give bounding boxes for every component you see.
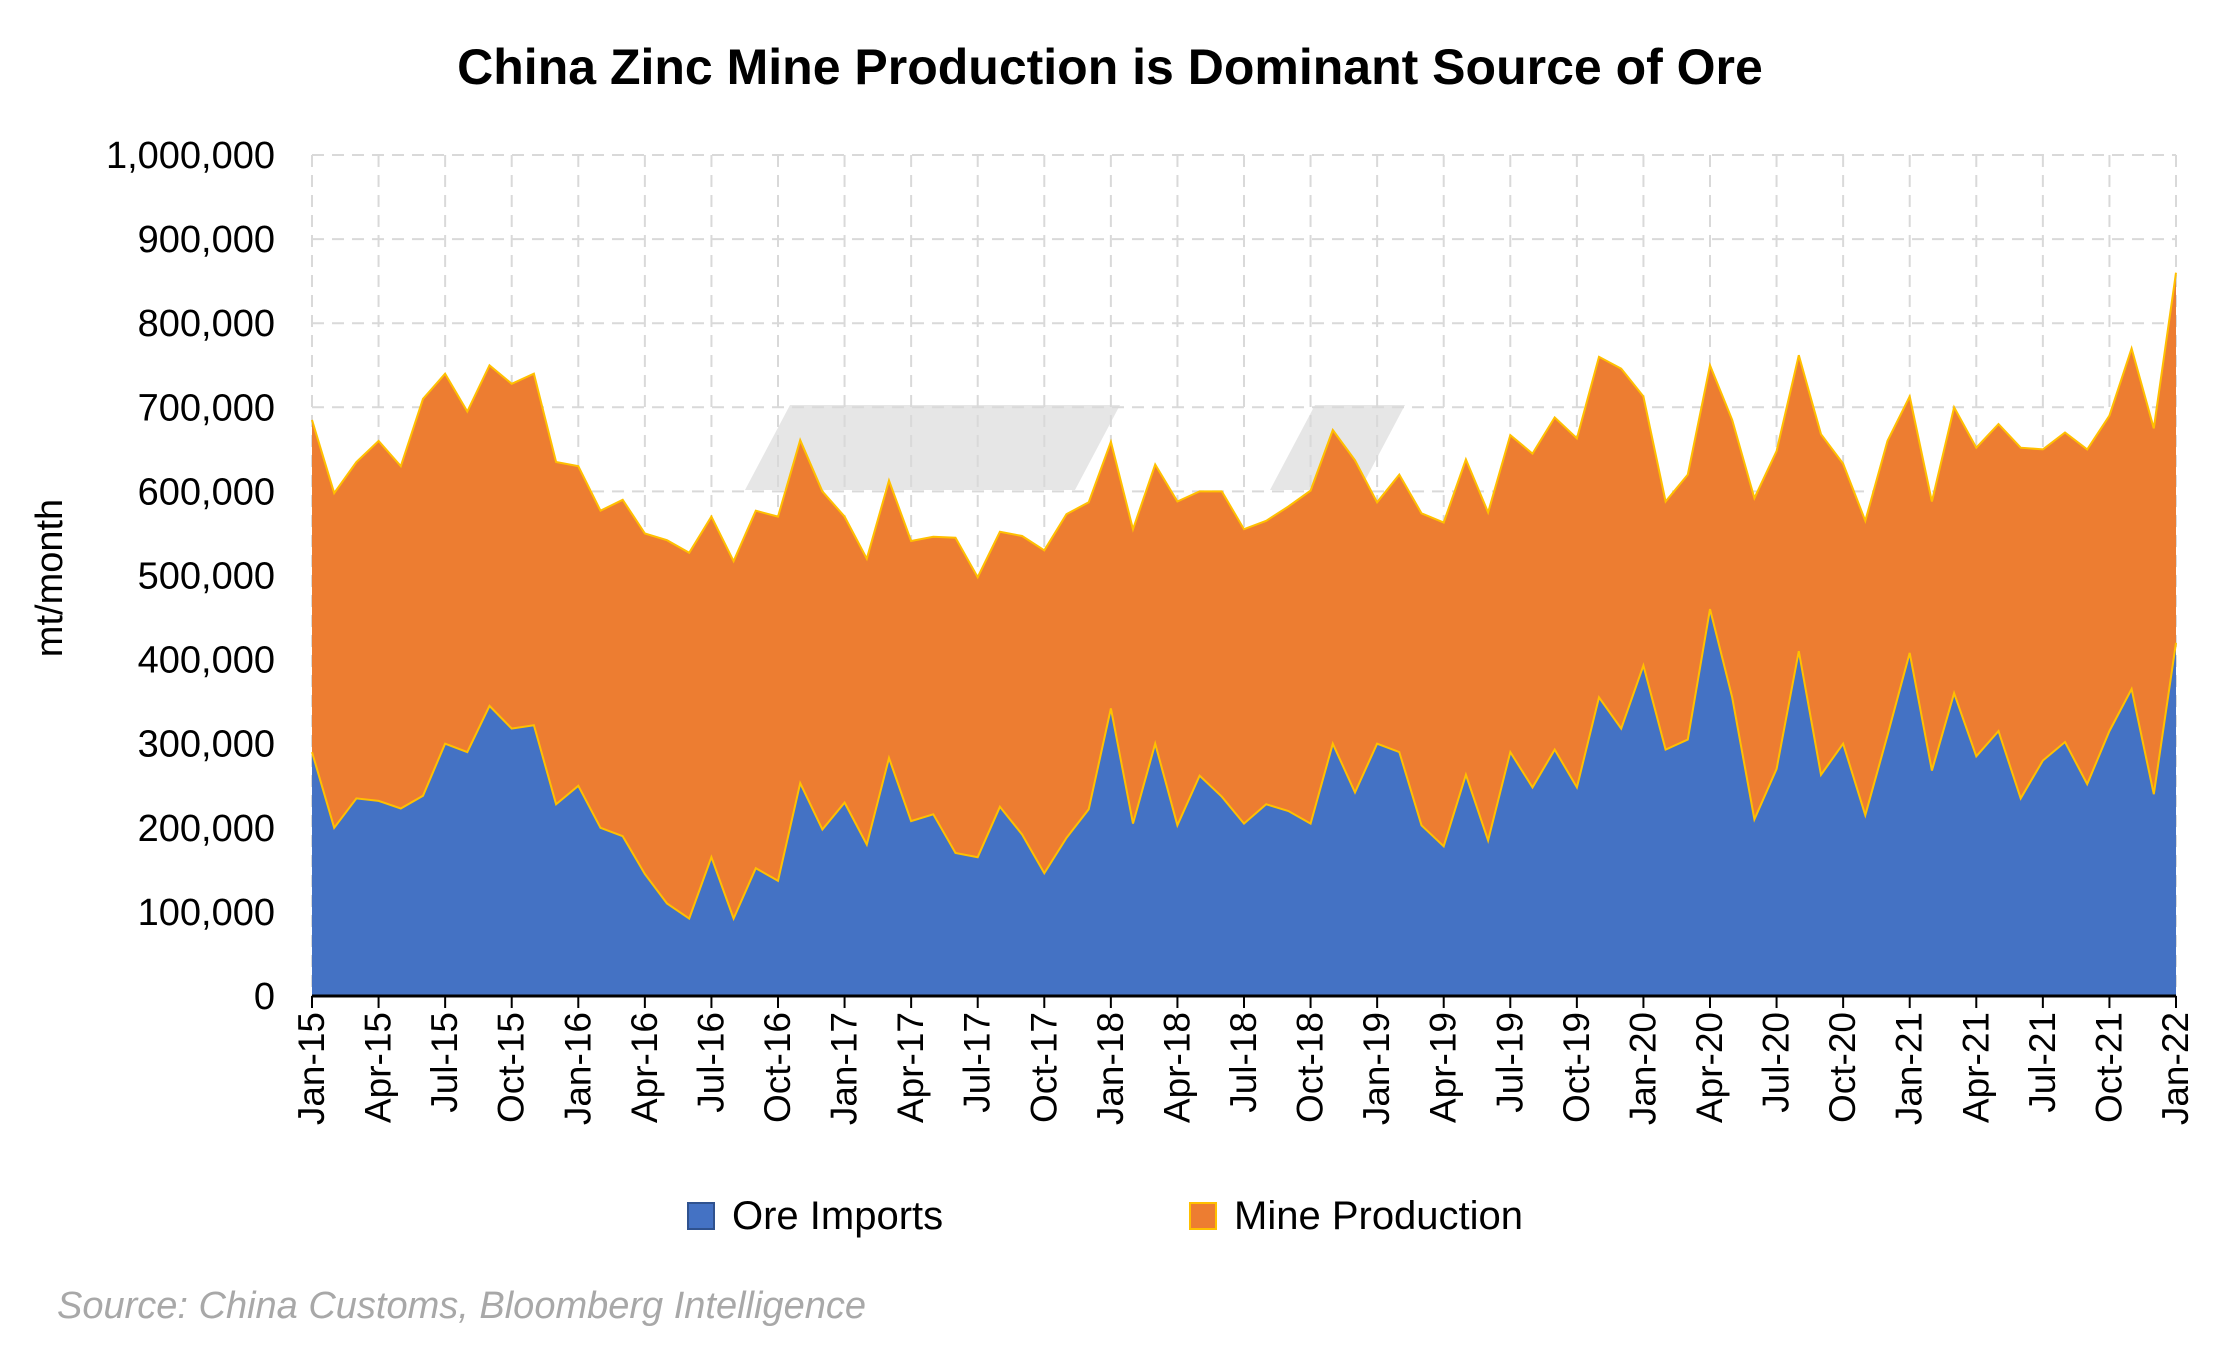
source-note: Source: China Customs, Bloomberg Intelli… xyxy=(57,1285,866,1327)
y-axis-label: mt/month xyxy=(29,499,71,657)
x-tick-label: Jan-15 xyxy=(291,1012,332,1125)
y-tick-label: 200,000 xyxy=(138,808,275,850)
x-tick-label: Apr-21 xyxy=(1955,1012,1996,1123)
legend: Ore Imports Mine Production xyxy=(687,1194,1523,1238)
x-tick-label: Apr-19 xyxy=(1423,1012,1464,1123)
y-tick-label: 500,000 xyxy=(138,556,275,598)
x-tick-label: Jan-16 xyxy=(557,1012,598,1125)
x-tick-label: Apr-15 xyxy=(358,1012,399,1123)
y-axis-ticks: 0 100,000 200,000 300,000 400,000 500,000 600,… xyxy=(106,135,275,1018)
chart-title: China Zinc Mine Production is Dominant S… xyxy=(457,39,1763,95)
x-tick-label: Apr-20 xyxy=(1689,1012,1730,1123)
x-tick-label: Oct-17 xyxy=(1023,1012,1064,1123)
x-tick-label: Jul-18 xyxy=(1223,1012,1264,1113)
y-tick-label: 600,000 xyxy=(138,471,275,513)
x-tick-label: Oct-20 xyxy=(1822,1012,1863,1123)
legend-label-ore-imports: Ore Imports xyxy=(732,1194,943,1238)
x-tick-label: Apr-18 xyxy=(1156,1012,1197,1123)
x-tick-label: Jan-19 xyxy=(1356,1012,1397,1125)
x-tick-label: Oct-15 xyxy=(491,1012,532,1123)
x-tick-label: Jan-17 xyxy=(824,1012,865,1125)
y-tick-label: 800,000 xyxy=(138,303,275,345)
x-tick-label: Oct-16 xyxy=(757,1012,798,1123)
x-tick-label: Oct-18 xyxy=(1290,1012,1331,1123)
x-tick-label: Jul-21 xyxy=(2022,1012,2063,1113)
x-tick-label: Jan-21 xyxy=(1889,1012,1930,1125)
y-tick-label: 900,000 xyxy=(138,219,275,261)
x-tick-label: Oct-19 xyxy=(1556,1012,1597,1123)
x-tick-label: Jul-19 xyxy=(1489,1012,1530,1113)
x-tick-label: Apr-17 xyxy=(890,1012,931,1123)
legend-label-mine-production: Mine Production xyxy=(1234,1194,1523,1238)
x-tick-label: Jul-17 xyxy=(957,1012,998,1113)
y-tick-label: 700,000 xyxy=(138,387,275,429)
area-ore-imports xyxy=(312,609,2176,996)
x-tick-label: Apr-16 xyxy=(624,1012,665,1123)
y-tick-label: 100,000 xyxy=(138,892,275,934)
legend-swatch-mine-production xyxy=(1189,1202,1217,1230)
x-tick-label: Jul-20 xyxy=(1756,1012,1797,1113)
line-ore-imports xyxy=(311,608,2177,922)
y-tick-label: 1,000,000 xyxy=(106,135,275,177)
x-tick-label: Jan-18 xyxy=(1090,1012,1131,1125)
x-tick-label: Jan-22 xyxy=(2155,1012,2196,1125)
x-tick-label: Jul-16 xyxy=(690,1012,731,1113)
y-tick-label: 300,000 xyxy=(138,724,275,766)
legend-swatch-ore-imports xyxy=(687,1202,715,1230)
area-mine-production xyxy=(312,272,2176,919)
x-axis-ticks: Jan-15 Apr-15 Jul-15 Oct-15 Jan-16 Apr-16 Jul-… xyxy=(291,996,2196,1125)
line-mine-production xyxy=(311,272,2177,580)
y-tick-label: 400,000 xyxy=(138,640,275,682)
y-tick-label: 0 xyxy=(254,976,275,1018)
x-tick-label: Jan-20 xyxy=(1622,1012,1663,1125)
plot-areas xyxy=(311,272,2177,996)
x-tick-label: Jul-15 xyxy=(424,1012,465,1113)
x-tick-label: Oct-21 xyxy=(2088,1012,2129,1123)
